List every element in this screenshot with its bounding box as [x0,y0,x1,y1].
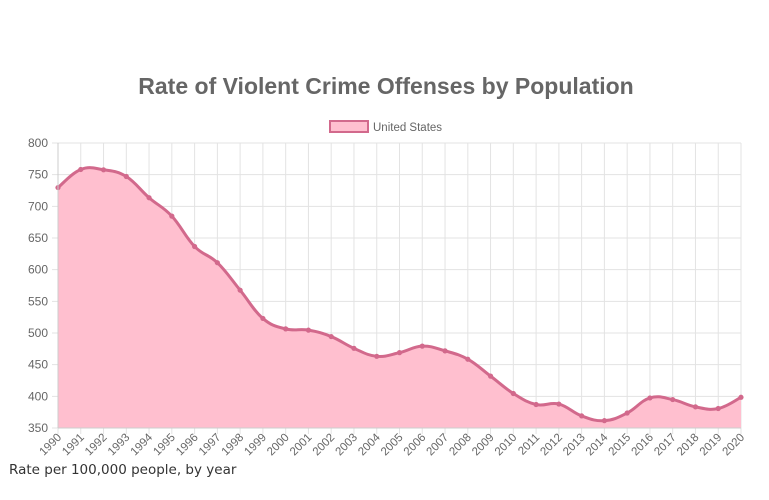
y-tick-label: 800 [28,136,48,150]
data-point [647,395,653,401]
data-point [351,345,357,351]
x-tick-label: 2017 [652,432,679,459]
data-point [465,356,471,362]
x-tick-label: 1990 [38,432,65,459]
data-point [305,327,312,333]
chart-footnote: Rate per 100,000 people, by year [9,462,237,478]
x-tick-label: 2014 [584,431,611,458]
x-tick-label: 1992 [83,432,110,459]
data-point [442,348,448,354]
x-tick-label: 2000 [265,432,292,459]
data-point [487,373,494,379]
x-tick-label: 1991 [60,432,87,459]
y-tick-label: 450 [28,358,48,372]
x-tick-label: 1998 [220,432,247,459]
x-tick-label: 1997 [197,432,224,459]
data-point [78,166,84,173]
data-point [146,195,152,201]
x-tick-label: 2011 [516,432,542,458]
x-tick-label: 2008 [447,432,474,459]
x-tick-label: 2009 [470,432,497,459]
data-point [715,405,721,412]
x-tick-label: 2019 [698,432,725,459]
data-point [123,173,129,180]
x-tick-label: 2003 [334,432,361,459]
data-point [192,243,198,250]
data-point [214,260,220,266]
x-tick-label: 2001 [288,432,315,459]
data-point [374,353,380,359]
data-point [670,396,676,403]
y-tick-label: 500 [28,326,48,340]
x-tick-label: 1993 [106,432,133,459]
data-point [533,401,539,408]
x-tick-label: 2015 [607,432,634,459]
x-tick-label: 1995 [151,432,178,459]
data-point [169,213,175,219]
x-tick-label: 2010 [493,432,520,459]
x-tick-label: 2018 [675,432,702,459]
legend-label: United States [373,122,442,134]
chart-title: Rate of Violent Crime Offenses by Popula… [138,73,633,99]
series-area [58,167,741,428]
x-tick-label: 1999 [242,432,269,459]
x-tick-label: 2012 [538,432,565,459]
x-tick-label: 2020 [721,432,748,459]
data-point [510,390,516,397]
data-point [624,410,630,416]
legend-swatch [329,120,369,133]
x-tick-label: 2006 [402,432,429,459]
y-tick-label: 700 [28,199,48,213]
y-tick-label: 350 [28,421,48,435]
data-point [237,287,243,293]
x-tick-label: 2005 [379,432,406,459]
x-tick-label: 1996 [174,432,201,459]
data-point [601,418,608,424]
data-point [692,404,699,410]
data-point [100,167,107,173]
y-tick-label: 400 [28,389,48,403]
data-point [556,401,562,407]
data-point [328,333,334,340]
y-tick-label: 750 [28,168,48,182]
x-tick-label: 2016 [629,432,656,459]
legend: United States [329,120,442,134]
x-tick-label: 2002 [311,432,338,459]
x-tick-label: 1994 [129,431,156,458]
data-point [579,413,585,419]
x-tick-label: 2013 [561,432,588,459]
x-tick-label: 2007 [425,432,452,459]
data-point [738,394,744,400]
data-point [283,326,289,332]
y-tick-label: 550 [28,294,48,308]
y-tick-label: 600 [28,263,48,277]
data-point [260,315,266,322]
data-point [396,350,403,356]
x-tick-label: 2004 [356,431,383,458]
y-tick-label: 650 [28,231,48,245]
data-point [419,343,425,349]
